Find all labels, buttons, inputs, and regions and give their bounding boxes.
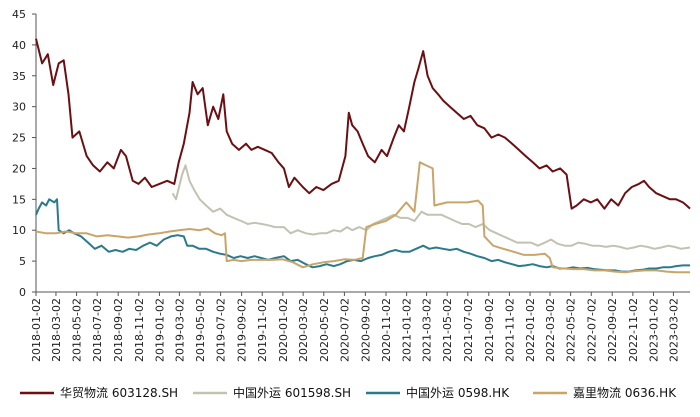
x-tick-label: 2021-07-02 xyxy=(462,298,475,362)
x-tick-label: 2023-01-02 xyxy=(647,298,660,362)
x-tick-label: 2020-03-02 xyxy=(297,298,310,362)
x-tick-label: 2021-09-02 xyxy=(483,298,496,362)
x-tick-label: 2018-01-02 xyxy=(30,298,43,362)
series-lines xyxy=(35,38,691,274)
x-tick-label: 2021-05-02 xyxy=(441,298,454,362)
x-tick-label: 2020-05-02 xyxy=(318,298,331,362)
y-tick-label: 15 xyxy=(12,193,26,206)
y-axis: 0 5 10 15 20 25 30 35 40 45 xyxy=(12,8,37,299)
y-tick-label: 10 xyxy=(12,224,26,237)
x-tick-label: 2018-11-02 xyxy=(133,298,146,362)
x-tick-label: 2021-11-02 xyxy=(503,298,516,362)
x-tick-label: 2019-09-02 xyxy=(236,298,249,362)
x-tick-label: 2022-11-02 xyxy=(627,298,640,362)
series-line-2 xyxy=(35,198,690,273)
y-tick-label: 40 xyxy=(12,39,26,52)
x-tick-label: 2020-11-02 xyxy=(380,298,393,362)
x-tick-label: 2019-05-02 xyxy=(194,298,207,362)
series-line-3 xyxy=(35,161,690,274)
x-tick-label: 2018-03-02 xyxy=(50,298,63,362)
x-tick-label: 2020-09-02 xyxy=(359,298,372,362)
x-tick-label: 2022-05-02 xyxy=(565,298,578,362)
legend-label-2: 中国外运 0598.HK xyxy=(406,385,510,400)
legend-label-1: 中国外运 601598.SH xyxy=(233,385,351,400)
series-line-0 xyxy=(35,38,691,210)
x-tick-label: 2023-03-02 xyxy=(667,298,680,362)
y-tick-label: 45 xyxy=(12,8,26,21)
x-tick-label: 2018-09-02 xyxy=(112,298,125,362)
x-tick-label: 2019-11-02 xyxy=(256,298,269,362)
x-tick-label: 2019-01-02 xyxy=(153,298,166,362)
x-tick-label: 2022-03-02 xyxy=(544,298,557,362)
x-tick-label: 2018-05-02 xyxy=(71,298,84,362)
legend: 华贸物流 603128.SH 中国外运 601598.SH 中国外运 0598.HK… xyxy=(20,385,677,400)
y-tick-label: 35 xyxy=(12,70,26,83)
x-tick-label: 2022-09-02 xyxy=(606,298,619,362)
x-tick-label: 2020-07-02 xyxy=(338,298,351,362)
x-axis: 2018-01-02 2018-03-02 2018-05-02 2018-07-02… xyxy=(30,291,690,362)
x-tick-label: 2020-01-02 xyxy=(277,298,290,362)
x-tick-label: 2018-07-02 xyxy=(91,298,104,362)
x-tick-label: 2021-01-02 xyxy=(401,298,414,362)
y-tick-label: 25 xyxy=(12,132,26,145)
series-line-1 xyxy=(171,164,691,250)
legend-label-3: 嘉里物流 0636.HK xyxy=(573,386,677,400)
legend-label-0: 华贸物流 603128.SH xyxy=(60,386,178,400)
y-tick-label: 5 xyxy=(19,255,26,268)
y-tick-label: 20 xyxy=(12,162,26,175)
x-tick-label: 2022-01-02 xyxy=(524,298,537,362)
x-tick-label: 2019-03-02 xyxy=(173,298,186,362)
y-tick-label: 0 xyxy=(19,286,26,299)
y-tick-label: 30 xyxy=(12,101,26,114)
x-tick-label: 2019-07-02 xyxy=(215,298,228,362)
x-tick-label: 2021-03-02 xyxy=(421,298,434,362)
x-tick-label: 2022-07-02 xyxy=(585,298,598,362)
